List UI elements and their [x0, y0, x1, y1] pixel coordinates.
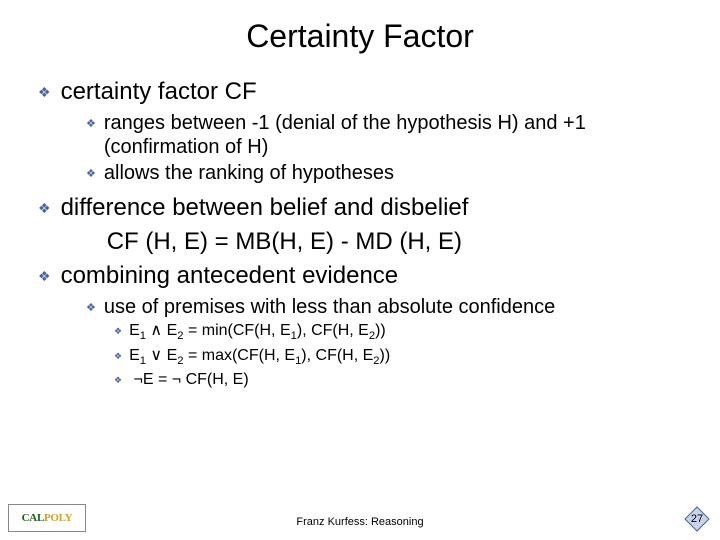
diamond-bullet-icon: ❖	[38, 268, 51, 285]
calpoly-logo: CALPOLY	[8, 504, 86, 532]
slide: Certainty Factor ❖ certainty factor CF ❖…	[0, 0, 720, 540]
content-area: ❖ certainty factor CF ❖ ranges between -…	[0, 77, 720, 389]
slide-title: Certainty Factor	[0, 18, 720, 55]
cf-heading: certainty factor CF	[61, 77, 257, 107]
cf-subitems: ❖ ranges between -1 (denial of the hypot…	[38, 111, 700, 185]
diff-line1: difference between belief and disbelief	[61, 193, 469, 223]
formula-not: ❖ ¬E = ¬ CF(H, E)	[114, 370, 700, 389]
diff-formula: CF (H, E) = MB(H, E) - MD (H, E)	[38, 227, 700, 257]
bullet-comb: ❖ combining antecedent evidence	[38, 261, 700, 291]
diamond-bullet-icon: ❖	[86, 301, 96, 314]
cf-sub1: ❖ ranges between -1 (denial of the hypot…	[86, 111, 700, 159]
diamond-bullet-icon: ❖	[114, 351, 122, 362]
diamond-bullet-icon: ❖	[86, 117, 96, 130]
footer-text: Franz Kurfess: Reasoning	[0, 516, 720, 528]
comb-subitems: ❖ use of premises with less than absolut…	[38, 295, 700, 389]
cf-sub2: ❖ allows the ranking of hypotheses	[86, 161, 700, 185]
page-number-badge: 27	[684, 506, 710, 532]
comb-sub1: ❖ use of premises with less than absolut…	[86, 295, 700, 319]
comb-heading: combining antecedent evidence	[61, 261, 399, 291]
page-number: 27	[684, 506, 710, 532]
diamond-bullet-icon: ❖	[38, 200, 51, 217]
formula-or: ❖ E1 ∨ E2 = max(CF(H, E1), CF(H, E2))	[114, 346, 700, 369]
diamond-bullet-icon: ❖	[86, 167, 96, 180]
formula-and: ❖ E1 ∧ E2 = min(CF(H, E1), CF(H, E2))	[114, 321, 700, 344]
diamond-bullet-icon: ❖	[114, 375, 122, 386]
diamond-bullet-icon: ❖	[114, 326, 122, 337]
diamond-bullet-icon: ❖	[38, 84, 51, 101]
comb-formulas: ❖ E1 ∧ E2 = min(CF(H, E1), CF(H, E2)) ❖ …	[86, 321, 700, 389]
bullet-diff: ❖ difference between belief and disbelie…	[38, 193, 700, 223]
bullet-cf: ❖ certainty factor CF	[38, 77, 700, 107]
